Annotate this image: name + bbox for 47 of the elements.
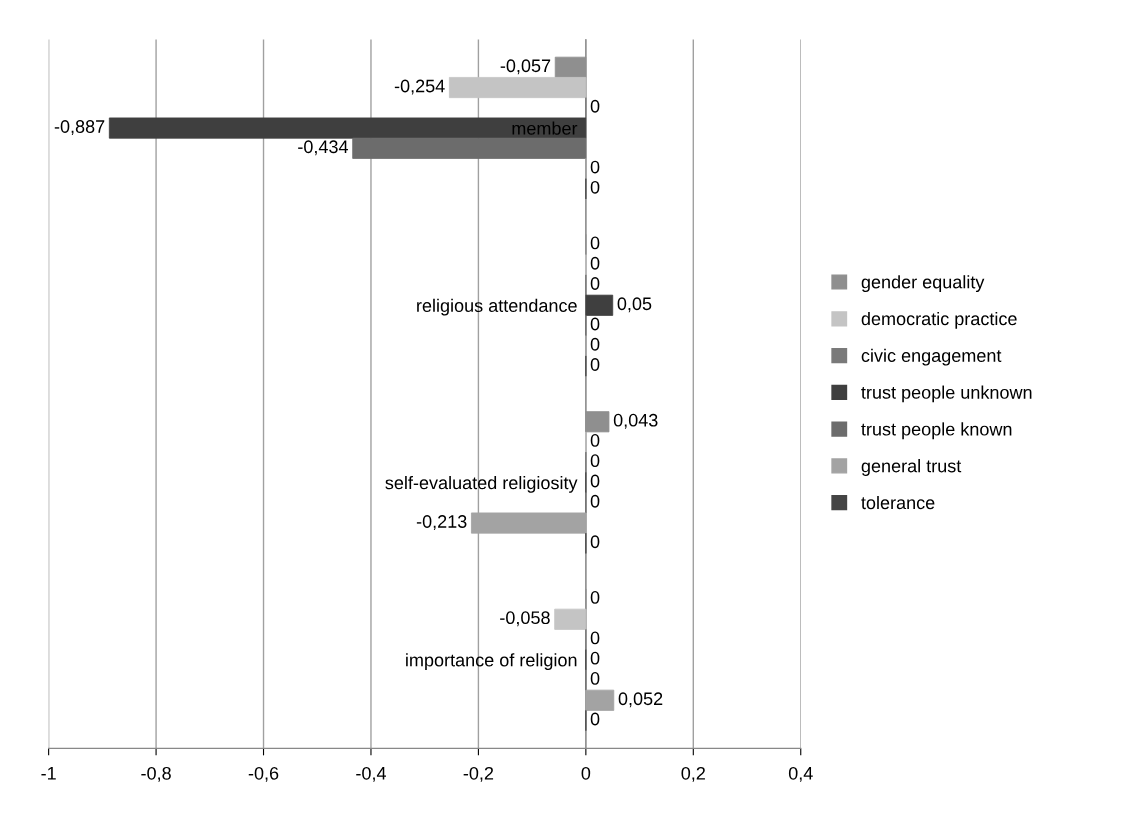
legend-label: trust people known — [861, 422, 1012, 440]
data-label: 0 — [590, 277, 600, 290]
data-label: 0 — [590, 631, 600, 645]
y-tick-label: member — [512, 121, 578, 135]
data-label: 0 — [590, 236, 600, 250]
data-label: -0,254 — [394, 79, 445, 95]
legend-label: trust people unknown — [861, 385, 1032, 403]
data-label: 0,052 — [618, 692, 663, 708]
data-label: 0,043 — [613, 413, 658, 429]
data-label: -0,434 — [298, 140, 349, 156]
data-label: 0,05 — [617, 297, 652, 313]
legend-label: civic engagement — [861, 348, 1002, 366]
y-tick-label: importance of religion — [406, 653, 577, 671]
legend-label: gender equality — [861, 275, 985, 293]
y-tick-label: self-evaluated religiosity — [385, 475, 578, 493]
data-label: 0 — [590, 337, 600, 351]
data-label: 0 — [590, 454, 600, 468]
x-tick-label: 0,2 — [681, 766, 705, 782]
data-label: 0 — [590, 591, 600, 604]
data-label: 0 — [590, 358, 600, 371]
legend-label: general trust — [861, 459, 962, 476]
x-tick-label: 0,4 — [788, 766, 813, 782]
x-tick-label: -0,8 — [141, 766, 171, 782]
data-label: 0 — [590, 256, 600, 270]
data-label: 0 — [590, 317, 600, 331]
data-label: 0 — [590, 180, 600, 194]
data-label: 0 — [590, 474, 600, 488]
legend-label: democratic practice — [861, 311, 1017, 329]
data-label: -0,887 — [54, 120, 105, 136]
y-tick-label: religious attendance — [417, 298, 577, 316]
x-tick-label: -1 — [41, 767, 56, 780]
data-label: 0 — [590, 535, 600, 549]
x-tick-label: -0,4 — [356, 766, 386, 782]
legend-label: tolerance — [861, 495, 935, 510]
data-label: -0,057 — [500, 59, 551, 75]
x-tick-label: 0 — [581, 766, 591, 780]
data-label: -0,058 — [500, 611, 550, 627]
x-tick-label: -0,2 — [463, 766, 494, 782]
x-tick-label: -0,6 — [248, 766, 279, 782]
data-label: 0 — [590, 494, 600, 508]
data-label: 0 — [590, 434, 600, 447]
data-label: 0 — [590, 672, 600, 685]
data-label: 0 — [590, 712, 600, 726]
data-label: -0,213 — [416, 515, 467, 531]
data-label: 0 — [590, 99, 600, 113]
data-label: 0 — [590, 651, 600, 665]
data-label: 0 — [590, 160, 600, 174]
